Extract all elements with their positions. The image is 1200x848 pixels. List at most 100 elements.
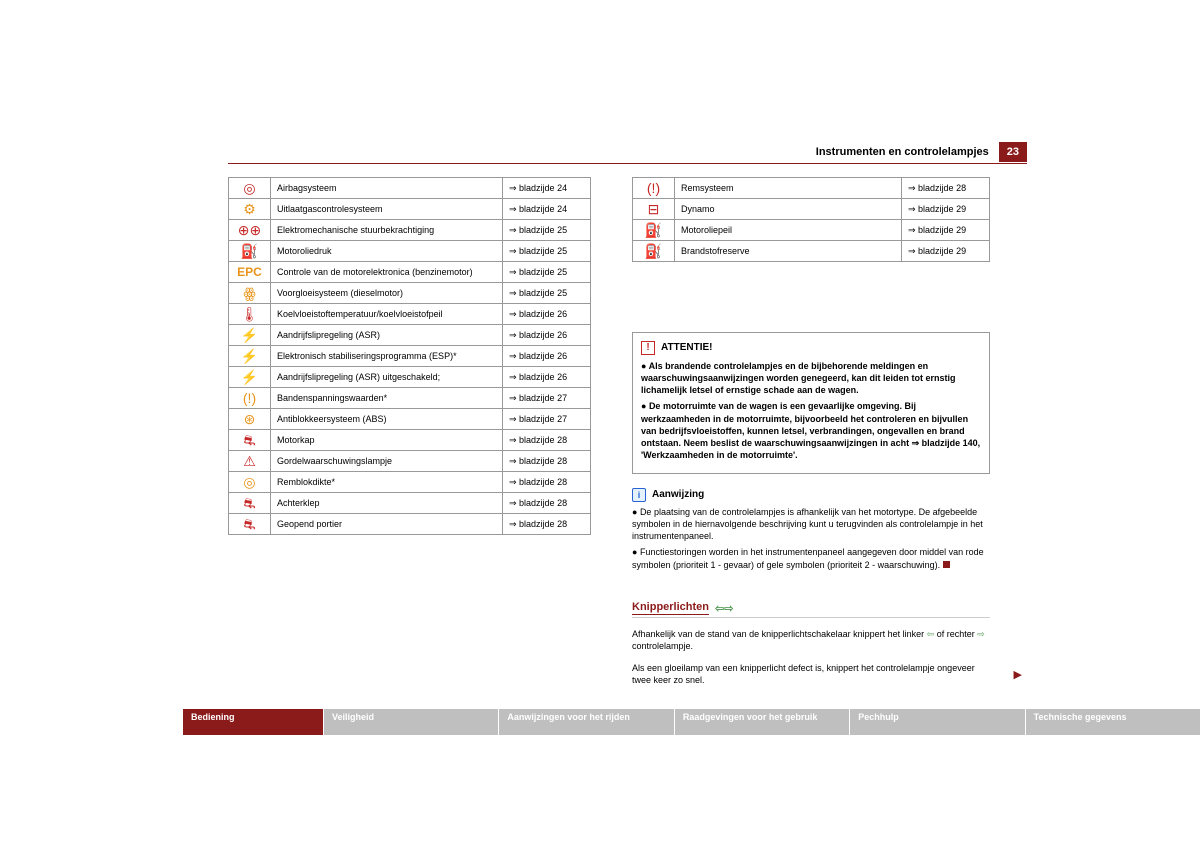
table-row: ⚠Gordelwaarschuwingslampje⇒ bladzijde 28 xyxy=(229,451,591,472)
tab-technische[interactable]: Technische gegevens xyxy=(1025,709,1200,735)
warning-light-icon: ⚡ xyxy=(229,325,271,346)
table-row: ⚙Uitlaatgascontrolesysteem⇒ bladzijde 24 xyxy=(229,199,591,220)
description-cell: Motoroliedruk xyxy=(271,241,503,262)
warning-light-icon: ⛐ xyxy=(229,493,271,514)
description-cell: Motoroliepeil xyxy=(675,220,902,241)
page-ref-cell: ⇒ bladzijde 24 xyxy=(503,178,591,199)
warning-triangle-icon: ! xyxy=(641,341,655,355)
page-ref-cell: ⇒ bladzijde 28 xyxy=(503,514,591,535)
info-item: De plaatsing van de controlelampjes is a… xyxy=(632,506,990,542)
description-cell: Koelvloeistoftemperatuur/koelvloeistofpe… xyxy=(271,304,503,325)
table-row: ⛐Geopend portier⇒ bladzijde 28 xyxy=(229,514,591,535)
warning-light-icon: ⛽ xyxy=(229,241,271,262)
table-row: ◎Remblokdikte*⇒ bladzijde 28 xyxy=(229,472,591,493)
table-row: ⛐Achterklep⇒ bladzijde 28 xyxy=(229,493,591,514)
table-row: ◎Airbagsysteem⇒ bladzijde 24 xyxy=(229,178,591,199)
description-cell: Aandrijfslipregeling (ASR) xyxy=(271,325,503,346)
page-ref-cell: ⇒ bladzijde 26 xyxy=(503,367,591,388)
warning-light-icon: ⚙ xyxy=(229,199,271,220)
attention-item: Als brandende controlelampjes en de bijb… xyxy=(641,360,981,396)
attention-callout: ! ATTENTIE! Als brandende controlelampje… xyxy=(632,332,990,474)
description-cell: Gordelwaarschuwingslampje xyxy=(271,451,503,472)
attention-item: De motorruimte van de wagen is een gevaa… xyxy=(641,400,981,461)
page-ref-cell: ⇒ bladzijde 26 xyxy=(503,325,591,346)
description-cell: Achterklep xyxy=(271,493,503,514)
tab-pechhulp[interactable]: Pechhulp xyxy=(849,709,1024,735)
warning-light-icon: ⊟ xyxy=(633,199,675,220)
description-cell: Remsysteem xyxy=(675,178,902,199)
page-ref-cell: ⇒ bladzijde 26 xyxy=(503,304,591,325)
page-ref-cell: ⇒ bladzijde 28 xyxy=(503,493,591,514)
table-row: ⚡Aandrijfslipregeling (ASR) uitgeschakel… xyxy=(229,367,591,388)
page-ref-cell: ⇒ bladzijde 28 xyxy=(902,178,990,199)
description-cell: Elektronisch stabiliseringsprogramma (ES… xyxy=(271,346,503,367)
warning-light-icon: ⛽ xyxy=(633,241,675,262)
page-ref-cell: ⇒ bladzijde 26 xyxy=(503,346,591,367)
warning-light-icon: EPC xyxy=(229,262,271,283)
table-row: ⛽Brandstofreserve⇒ bladzijde 29 xyxy=(633,241,990,262)
warning-lights-table-left: ◎Airbagsysteem⇒ bladzijde 24⚙Uitlaatgasc… xyxy=(228,177,591,535)
table-row: ⚡Aandrijfslipregeling (ASR)⇒ bladzijde 2… xyxy=(229,325,591,346)
description-cell: Antiblokkeersysteem (ABS) xyxy=(271,409,503,430)
table-row: ꙮVoorgloeisysteem (dieselmotor)⇒ bladzij… xyxy=(229,283,591,304)
page-ref-cell: ⇒ bladzijde 29 xyxy=(902,241,990,262)
warning-light-icon: 🌡 xyxy=(229,304,271,325)
warning-light-icon: ⊕⊕ xyxy=(229,220,271,241)
warning-light-icon: ⚡ xyxy=(229,346,271,367)
warning-light-icon: (!) xyxy=(229,388,271,409)
description-cell: Geopend portier xyxy=(271,514,503,535)
warning-lights-table-right: (!)Remsysteem⇒ bladzijde 28⊟Dynamo⇒ blad… xyxy=(632,177,990,262)
description-cell: Aandrijfslipregeling (ASR) uitgeschakeld… xyxy=(271,367,503,388)
warning-light-icon: ⛐ xyxy=(229,430,271,451)
info-item: Functiestoringen worden in het instrumen… xyxy=(632,546,990,570)
page-ref-cell: ⇒ bladzijde 25 xyxy=(503,241,591,262)
warning-light-icon: ⛐ xyxy=(229,514,271,535)
table-row: ⛽Motoroliepeil⇒ bladzijde 29 xyxy=(633,220,990,241)
page-ref-cell: ⇒ bladzijde 29 xyxy=(902,220,990,241)
table-row: ⛽Motoroliedruk⇒ bladzijde 25 xyxy=(229,241,591,262)
info-icon: i xyxy=(632,488,646,502)
turn-signal-icon: ⇦⇨ xyxy=(715,602,733,615)
warning-light-icon: ◎ xyxy=(229,178,271,199)
section-rule xyxy=(632,617,990,618)
table-row: (!)Remsysteem⇒ bladzijde 28 xyxy=(633,178,990,199)
right-arrow-icon: ⇨ xyxy=(977,629,985,639)
table-row: (!)Bandenspanningswaarden*⇒ bladzijde 27 xyxy=(229,388,591,409)
table-row: ⚡Elektronisch stabiliseringsprogramma (E… xyxy=(229,346,591,367)
page-number-badge: 23 xyxy=(999,142,1027,162)
body-paragraph-1: Afhankelijk van de stand van de knipperl… xyxy=(632,628,990,652)
footer-tabs: Bediening Veiligheid Aanwijzingen voor h… xyxy=(183,709,1200,735)
tab-raadgevingen[interactable]: Raadgevingen voor het gebruik xyxy=(674,709,849,735)
description-cell: Elektromechanische stuurbekrachtiging xyxy=(271,220,503,241)
warning-light-icon: ꙮ xyxy=(229,283,271,304)
description-cell: Motorkap xyxy=(271,430,503,451)
warning-light-icon: ◎ xyxy=(229,472,271,493)
description-cell: Dynamo xyxy=(675,199,902,220)
continue-arrow-icon: ▶ xyxy=(1014,668,1022,681)
table-row: 🌡Koelvloeistoftemperatuur/koelvloeistofp… xyxy=(229,304,591,325)
header-rule xyxy=(228,163,1027,164)
warning-light-icon: ⊛ xyxy=(229,409,271,430)
page-ref-cell: ⇒ bladzijde 27 xyxy=(503,388,591,409)
warning-light-icon: (!) xyxy=(633,178,675,199)
body-paragraph-2: Als een gloeilamp van een knipperlicht d… xyxy=(632,662,990,686)
end-square-icon xyxy=(943,561,950,568)
table-row: ⛐Motorkap⇒ bladzijde 28 xyxy=(229,430,591,451)
description-cell: Remblokdikte* xyxy=(271,472,503,493)
tab-aanwijzingen[interactable]: Aanwijzingen voor het rijden xyxy=(498,709,673,735)
description-cell: Brandstofreserve xyxy=(675,241,902,262)
tab-veiligheid[interactable]: Veiligheid xyxy=(323,709,498,735)
table-row: EPCControle van de motorelektronica (ben… xyxy=(229,262,591,283)
info-note-section: i Aanwijzing De plaatsing van de control… xyxy=(632,488,990,575)
description-cell: Controle van de motorelektronica (benzin… xyxy=(271,262,503,283)
tab-bediening[interactable]: Bediening xyxy=(183,709,323,735)
warning-light-icon: ⚡ xyxy=(229,367,271,388)
description-cell: Voorgloeisysteem (dieselmotor) xyxy=(271,283,503,304)
header-title: Instrumenten en controlelampjes xyxy=(816,146,989,158)
description-cell: Airbagsysteem xyxy=(271,178,503,199)
table-row: ⊛Antiblokkeersysteem (ABS)⇒ bladzijde 27 xyxy=(229,409,591,430)
description-cell: Uitlaatgascontrolesysteem xyxy=(271,199,503,220)
page-ref-cell: ⇒ bladzijde 25 xyxy=(503,262,591,283)
page-ref-cell: ⇒ bladzijde 27 xyxy=(503,409,591,430)
description-cell: Bandenspanningswaarden* xyxy=(271,388,503,409)
